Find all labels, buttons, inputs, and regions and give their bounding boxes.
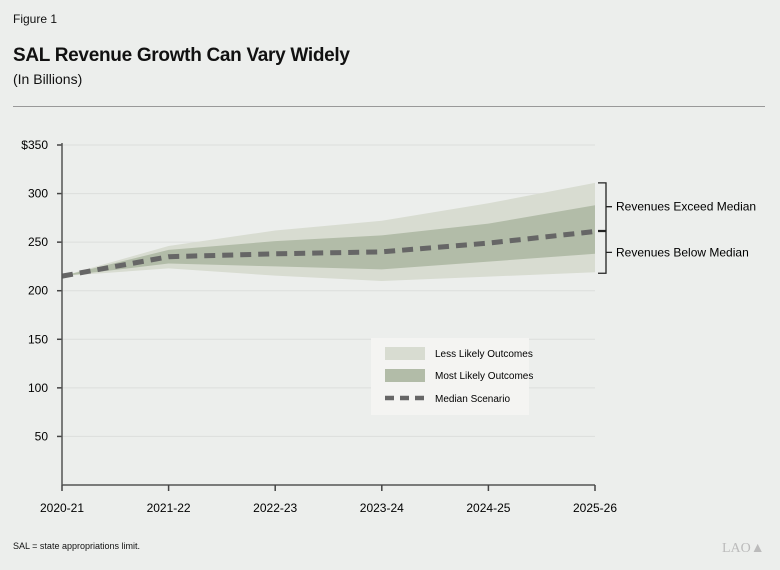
exceed-median-bracket xyxy=(598,182,612,232)
exceed-median-label: Revenues Exceed Median xyxy=(616,200,756,214)
y-tick-label: 250 xyxy=(28,235,48,249)
below-median-label: Revenues Below Median xyxy=(616,245,749,259)
y-tick-label: 150 xyxy=(28,332,48,346)
x-tick-label: 2021-22 xyxy=(147,501,191,515)
x-tick-label: 2020-21 xyxy=(40,501,84,515)
y-tick-label: 100 xyxy=(28,381,48,395)
divider xyxy=(13,106,765,107)
y-tick-label: 50 xyxy=(35,429,49,443)
x-tick-label: 2024-25 xyxy=(466,501,510,515)
legend-label: Most Likely Outcomes xyxy=(435,371,533,382)
legend-label: Less Likely Outcomes xyxy=(435,349,533,360)
figure-label: Figure 1 xyxy=(13,12,58,26)
y-tick-label: 200 xyxy=(28,284,48,298)
lao-logo: LAO▲ xyxy=(722,541,765,556)
x-tick-label: 2023-24 xyxy=(360,501,404,515)
legend-label: Median Scenario xyxy=(435,394,510,405)
footnote: SAL = state appropriations limit. xyxy=(13,541,140,551)
x-tick-label: 2025-26 xyxy=(573,501,617,515)
chart-title: SAL Revenue Growth Can Vary Widely xyxy=(13,45,350,66)
y-tick-label: 300 xyxy=(28,187,48,201)
median-line xyxy=(61,228,596,279)
legend-swatch xyxy=(385,369,425,382)
x-tick-label: 2022-23 xyxy=(253,501,297,515)
below-median-bracket xyxy=(598,230,612,274)
legend-swatch xyxy=(385,347,425,360)
y-tick-label: $350 xyxy=(21,138,48,152)
chart-subtitle: (In Billions) xyxy=(13,71,83,87)
